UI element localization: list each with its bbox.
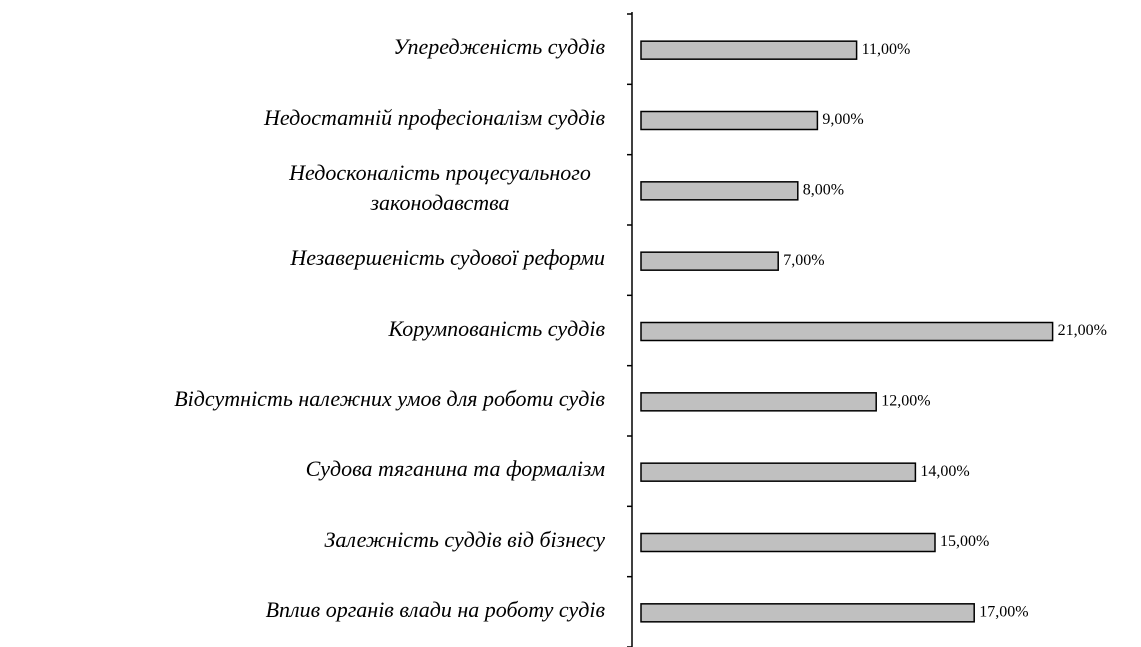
category-label: Недостатній професіоналізм суддів [264, 104, 605, 130]
value-label: 17,00% [979, 604, 1028, 621]
bar [640, 392, 877, 412]
category-label: Відсутність належних умов для роботи суд… [174, 385, 605, 411]
bar [640, 251, 779, 271]
bar [640, 321, 1054, 342]
bar [640, 603, 975, 623]
value-label: 21,00% [1058, 322, 1107, 339]
value-label: 7,00% [783, 252, 824, 269]
category-label: Незавершеність судової реформи [290, 245, 605, 271]
category-label: Корумпованість суддів [388, 315, 605, 341]
bar [640, 532, 936, 553]
value-label: 15,00% [940, 533, 989, 550]
value-label: 11,00% [862, 41, 911, 58]
bar [640, 181, 799, 201]
bar [640, 110, 819, 131]
value-label: 9,00% [822, 111, 863, 128]
bar [640, 40, 858, 60]
value-label: 8,00% [803, 182, 844, 199]
category-label: Недосконалість процесуального законодавс… [289, 159, 591, 215]
category-label: Залежність суддів від бізнесу [324, 526, 605, 552]
value-label: 14,00% [920, 463, 969, 480]
category-label: Вплив органів влади на роботу судів [265, 596, 605, 622]
category-label: Судова тяганина та формалізм [305, 456, 605, 482]
bar [640, 462, 917, 482]
category-label: Упередженість суддів [393, 34, 605, 60]
value-label: 12,00% [881, 393, 930, 410]
